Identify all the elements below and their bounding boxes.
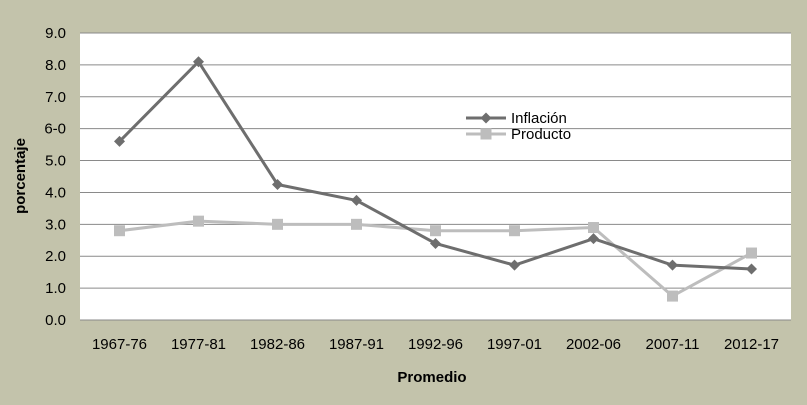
data-point-inflacion [746,263,757,275]
y-tick-label: 3.0 [45,216,66,233]
series-producto [114,215,757,302]
x-axis-title: Promedio [397,369,466,386]
data-point-producto [667,290,678,302]
data-point-inflacion [509,259,520,271]
legend-label: Inflación [511,110,567,127]
y-tick-label: 1.0 [45,280,66,297]
x-tick-label: 2002-06 [566,336,621,353]
data-point-producto [588,222,599,234]
data-point-inflacion [588,233,599,245]
y-axis-ticks: 0.0 1.0 2.0 3.0 4.0 5.0 6-0 7.0 8.0 9.0 [44,25,66,329]
data-point-inflacion [430,237,441,249]
data-point-producto [509,225,520,237]
data-point-producto [272,218,283,230]
legend-marker [480,112,492,124]
y-tick-label: 9.0 [45,25,66,42]
data-point-inflacion [272,178,283,190]
y-tick-label: 2.0 [45,248,66,265]
data-point-producto [746,247,757,259]
x-tick-label: 1992-96 [408,336,463,353]
y-tick-label: 5.0 [45,153,66,170]
legend-label: Producto [511,126,571,143]
data-point-inflacion [667,259,678,271]
y-tick-label: 8.0 [45,57,66,74]
x-tick-label: 1997-01 [487,336,542,353]
legend-item-inflacion: Inflación [466,110,567,127]
x-axis-ticks: 1967-76 1977-81 1982-86 1987-91 1992-96 1997-… [92,336,779,353]
data-point-producto [430,225,441,237]
x-tick-label: 1977-81 [171,336,226,353]
x-tick-label: 1982-86 [250,336,305,353]
y-tick-label: 0.0 [45,312,66,329]
data-point-inflacion [351,194,362,206]
x-tick-label: 1967-76 [92,336,147,353]
data-point-producto [114,225,125,237]
data-point-producto [193,215,204,227]
data-point-inflacion [114,135,125,147]
y-axis-title: porcentaje [12,138,29,214]
series-inflacion [114,56,757,275]
legend-marker [480,128,492,140]
legend-item-producto: Producto [466,126,571,143]
y-tick-label: 4.0 [45,184,66,201]
y-tick-label: 6-0 [44,121,66,138]
plot-area [80,33,791,320]
x-tick-label: 2012-17 [724,336,779,353]
x-tick-label: 1987-91 [329,336,384,353]
y-tick-label: 7.0 [45,89,66,106]
data-point-inflacion [193,56,204,68]
x-tick-label: 2007-11 [646,336,700,353]
series-group [114,56,757,302]
data-point-producto [351,218,362,230]
